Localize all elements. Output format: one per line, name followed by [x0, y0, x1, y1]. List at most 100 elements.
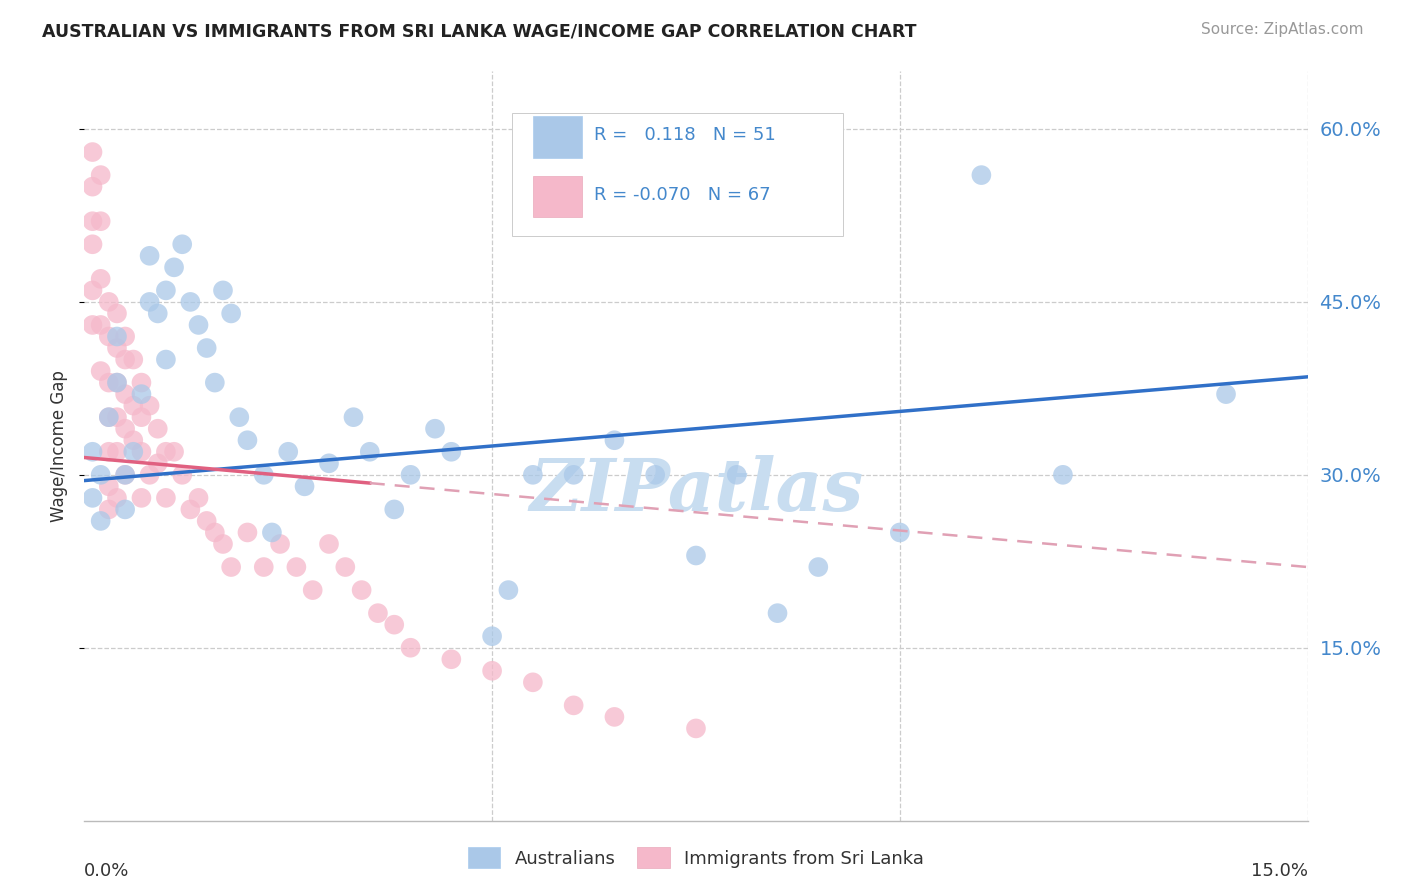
Point: [685, 722, 707, 736]
Point: [82, 179, 104, 194]
Point: [318, 456, 340, 470]
Point: [603, 710, 626, 724]
Point: [301, 583, 323, 598]
Text: Source: ZipAtlas.com: Source: ZipAtlas.com: [1201, 22, 1364, 37]
Point: [82, 491, 104, 505]
Text: ZIPatlas: ZIPatlas: [529, 456, 863, 526]
Point: [97, 444, 120, 458]
Point: [82, 284, 104, 298]
Point: [146, 306, 169, 320]
Point: [90, 272, 112, 286]
Point: [277, 444, 299, 458]
Text: R =   0.118   N = 51: R = 0.118 N = 51: [595, 126, 776, 144]
Point: [90, 364, 112, 378]
FancyBboxPatch shape: [533, 177, 582, 218]
Point: [114, 352, 136, 367]
Point: [138, 249, 160, 263]
Point: [318, 537, 340, 551]
Point: [382, 502, 405, 516]
Point: [498, 583, 520, 598]
Point: [138, 467, 160, 482]
Point: [114, 387, 136, 401]
Point: [970, 168, 993, 182]
Point: [114, 467, 136, 482]
Point: [603, 434, 626, 448]
Point: [82, 318, 104, 332]
Point: [105, 329, 128, 343]
Point: [114, 502, 136, 516]
Point: [350, 583, 373, 598]
Point: [105, 376, 128, 390]
Point: [1052, 467, 1074, 482]
Point: [90, 514, 112, 528]
Point: [179, 294, 201, 309]
Point: [367, 606, 389, 620]
Text: AUSTRALIAN VS IMMIGRANTS FROM SRI LANKA WAGE/INCOME GAP CORRELATION CHART: AUSTRALIAN VS IMMIGRANTS FROM SRI LANKA …: [42, 22, 917, 40]
Point: [122, 444, 145, 458]
Point: [335, 560, 357, 574]
Point: [131, 387, 153, 401]
Point: [155, 444, 177, 458]
Point: [82, 214, 104, 228]
Point: [725, 467, 748, 482]
Point: [155, 284, 177, 298]
Point: [423, 422, 446, 436]
Point: [131, 410, 153, 425]
Point: [97, 294, 120, 309]
Point: [114, 329, 136, 343]
Point: [146, 456, 169, 470]
Point: [97, 410, 120, 425]
Point: [97, 376, 120, 390]
Point: [382, 617, 405, 632]
Point: [105, 341, 128, 355]
Point: [122, 399, 145, 413]
Point: [481, 664, 503, 678]
Point: [440, 652, 463, 666]
Text: 15.0%: 15.0%: [1250, 862, 1308, 880]
Point: [105, 410, 128, 425]
Point: [131, 491, 153, 505]
Point: [204, 525, 226, 540]
Point: [359, 444, 381, 458]
Point: [766, 606, 789, 620]
Point: [105, 306, 128, 320]
Point: [114, 422, 136, 436]
Point: [179, 502, 201, 516]
Point: [163, 444, 186, 458]
Point: [97, 410, 120, 425]
Point: [90, 318, 112, 332]
Point: [253, 560, 276, 574]
Point: [97, 479, 120, 493]
Point: [522, 675, 544, 690]
Point: [399, 640, 422, 655]
Point: [122, 434, 145, 448]
Point: [82, 444, 104, 458]
FancyBboxPatch shape: [513, 112, 842, 236]
Point: [562, 698, 585, 713]
Point: [187, 318, 209, 332]
Point: [228, 410, 250, 425]
Point: [90, 214, 112, 228]
Point: [522, 467, 544, 482]
Legend: Australians, Immigrants from Sri Lanka: Australians, Immigrants from Sri Lanka: [461, 840, 931, 875]
Point: [146, 422, 169, 436]
Point: [195, 341, 218, 355]
Point: [294, 479, 316, 493]
Point: [172, 237, 194, 252]
Point: [114, 467, 136, 482]
FancyBboxPatch shape: [533, 116, 582, 158]
Point: [187, 491, 209, 505]
Point: [253, 467, 276, 482]
Point: [97, 502, 120, 516]
Point: [90, 168, 112, 182]
Point: [82, 145, 104, 159]
Point: [155, 352, 177, 367]
Point: [97, 329, 120, 343]
Point: [105, 444, 128, 458]
Point: [685, 549, 707, 563]
Point: [562, 467, 585, 482]
Point: [399, 467, 422, 482]
Point: [889, 525, 911, 540]
Point: [440, 444, 463, 458]
Point: [138, 399, 160, 413]
